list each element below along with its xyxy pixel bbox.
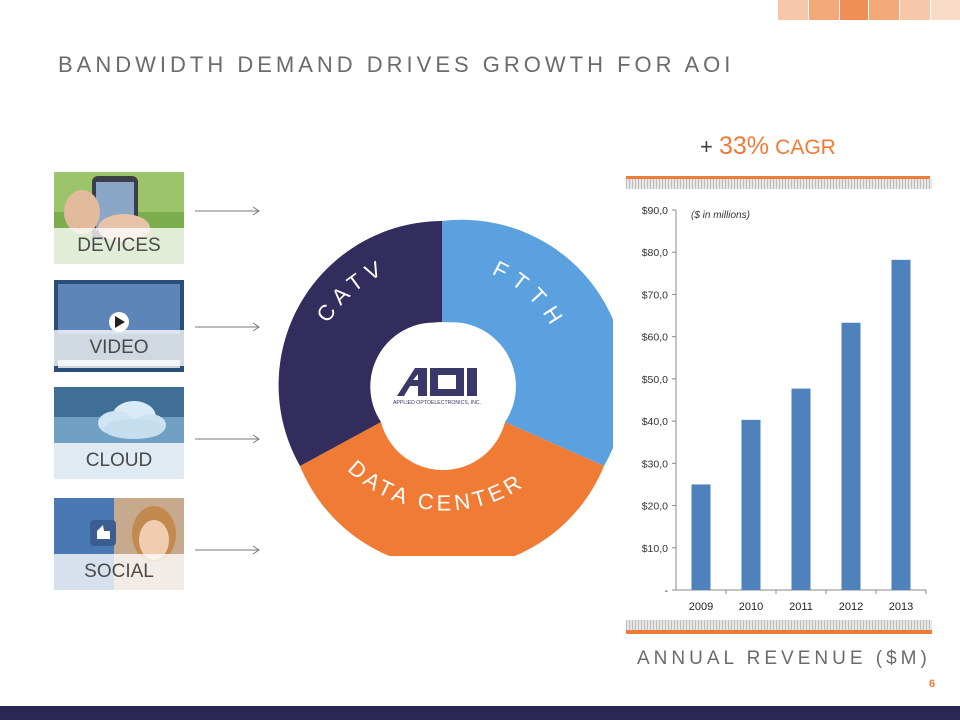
bar-2013 — [891, 259, 911, 590]
y-tick-label: $90,0 — [642, 205, 668, 217]
y-tick-label: $10,0 — [642, 543, 668, 555]
y-tick-label: $30,0 — [642, 458, 668, 470]
chart-top-rule — [626, 176, 930, 179]
ftth-segment — [442, 219, 613, 466]
social-tile: SOCIAL — [54, 498, 184, 590]
drivers-video-label: VIDEO — [54, 330, 184, 366]
aoi-logo: APPLIED OPTOELECTRONICS, INC. — [393, 368, 481, 406]
drivers-cloud-label: CLOUD — [54, 443, 184, 479]
bar-2012 — [841, 322, 861, 590]
page-title: BANDWIDTH DEMAND DRIVES GROWTH FOR AOI — [58, 52, 735, 77]
y-tick-label: $50,0 — [642, 374, 668, 386]
cagr-plus: + — [700, 134, 713, 159]
chart-annotation: ($ in millions) — [691, 210, 750, 221]
touchscreen-phone-photo-icon — [54, 172, 184, 264]
footer-bar — [0, 706, 960, 720]
y-tick-label: $80,0 — [642, 247, 668, 259]
arrow-right-icon — [195, 434, 260, 444]
cagr-value: 33% — [718, 132, 770, 160]
cagr-label: CAGR — [775, 136, 836, 159]
y-tick-label: $40,0 — [642, 416, 668, 428]
cagr-callout: + 33% CAGR — [700, 132, 836, 161]
catv-segment — [278, 221, 442, 466]
y-tick-label: $60,0 — [642, 332, 668, 344]
drivers-devices-label: DEVICES — [54, 228, 184, 264]
y-tick-label: $70,0 — [642, 289, 668, 301]
page-number: 6 — [929, 678, 936, 690]
video-tile: VIDEO — [54, 280, 184, 372]
x-tick-label: 2011 — [789, 601, 813, 613]
drivers-social-label: SOCIAL — [54, 554, 184, 590]
x-tick-label: 2013 — [889, 601, 913, 613]
annual-revenue-label: ANNUAL REVENUE ($M) — [637, 648, 931, 669]
bar-2011 — [791, 388, 811, 590]
y-tick-label: - — [665, 585, 669, 597]
aoi-logo-subtitle: APPLIED OPTOELECTRONICS, INC. — [393, 400, 481, 406]
x-tick-label: 2009 — [689, 601, 713, 613]
x-tick-label: 2010 — [739, 601, 763, 613]
chart-top-hatch — [626, 179, 932, 189]
arrow-right-icon — [195, 206, 260, 216]
revenue-bar-chart: ($ in millions) - $10,0 $20,0 $30,0 $40,0 $50… — [642, 205, 927, 613]
bar-2010 — [741, 419, 761, 590]
bar-2009 — [691, 484, 711, 590]
chart-bottom-hatch — [626, 620, 932, 630]
header-decoration — [778, 0, 960, 20]
y-tick-label: $20,0 — [642, 501, 668, 513]
market-donut: CATV FTTH DATA CENTER APPLIED OPTOELECTR… — [278, 219, 613, 556]
arrow-right-icon — [195, 322, 260, 332]
chart-bottom-rule — [626, 630, 932, 634]
cloud-tile: CLOUD — [54, 387, 184, 479]
arrow-right-icon — [195, 545, 260, 555]
devices-tile: DEVICES — [54, 172, 184, 264]
data-center-segment — [300, 422, 604, 556]
x-tick-label: 2012 — [839, 601, 863, 613]
